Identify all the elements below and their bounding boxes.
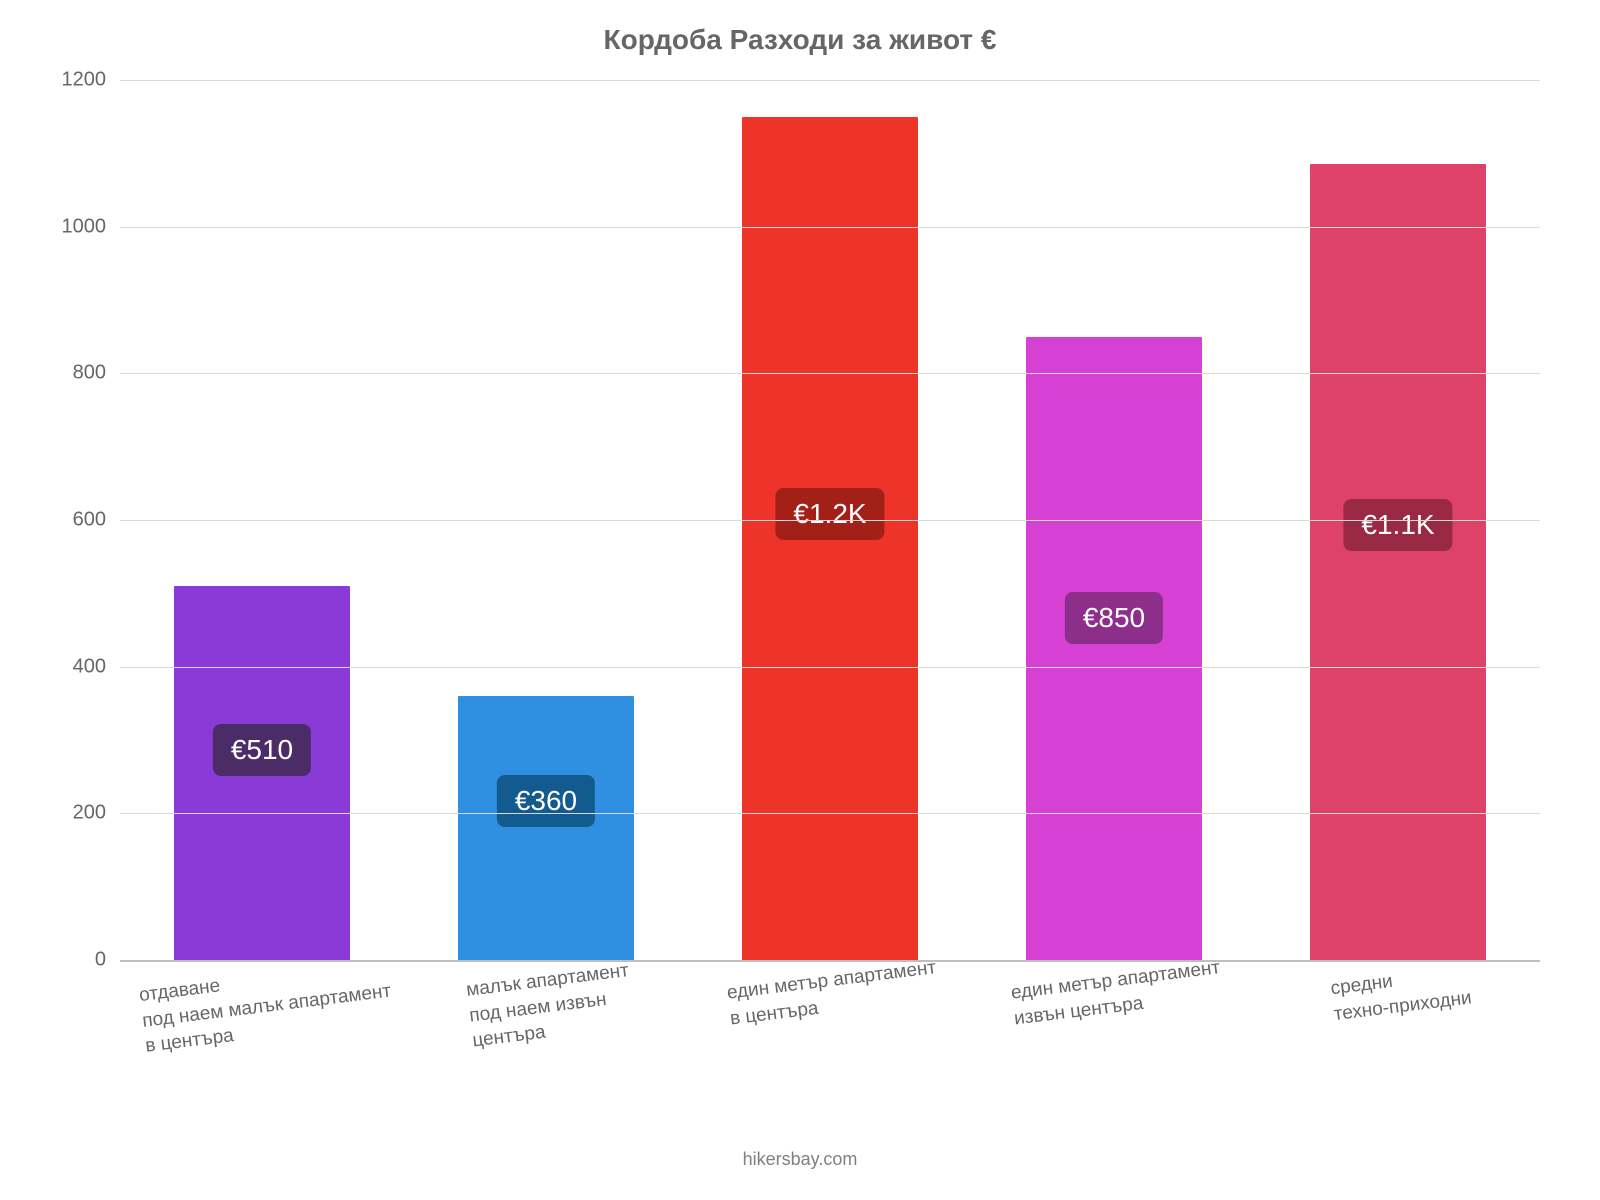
y-tick-label: 0 bbox=[20, 949, 120, 972]
gridline bbox=[120, 667, 1540, 668]
plot-area: €510€360€1.2K€850€1.1K 02004006008001000… bbox=[120, 80, 1540, 960]
y-tick-label: 1200 bbox=[20, 69, 120, 92]
bar-value-badge: €850 bbox=[1065, 592, 1163, 644]
bar: €510 bbox=[174, 586, 350, 960]
bar: €360 bbox=[458, 696, 634, 960]
gridline bbox=[120, 80, 1540, 81]
x-axis-label: един метър апартамент в центъра bbox=[726, 955, 941, 1032]
x-axis-label: средни техно-приходни bbox=[1329, 960, 1473, 1028]
gridline bbox=[120, 227, 1540, 228]
bar-value-badge: €360 bbox=[497, 775, 595, 827]
y-tick-label: 200 bbox=[20, 802, 120, 825]
y-tick-label: 800 bbox=[20, 362, 120, 385]
bar: €1.2K bbox=[742, 117, 918, 960]
bar: €850 bbox=[1026, 337, 1202, 960]
bar: €1.1K bbox=[1310, 164, 1486, 960]
bar-value-badge: €510 bbox=[213, 724, 311, 776]
x-axis-label: малък апартамент под наем извън центъра bbox=[465, 958, 637, 1054]
y-tick-label: 1000 bbox=[20, 215, 120, 238]
y-tick-label: 600 bbox=[20, 509, 120, 532]
y-tick-label: 400 bbox=[20, 655, 120, 678]
gridline bbox=[120, 373, 1540, 374]
attribution: hikersbay.com bbox=[0, 1149, 1600, 1170]
chart-title: Кордоба Разходи за живот € bbox=[0, 24, 1600, 56]
x-axis-label: един метър апартамент извън центъра bbox=[1010, 955, 1225, 1032]
x-axis-label: отдаване под наем малък апартамент в цен… bbox=[138, 953, 396, 1060]
gridline bbox=[120, 520, 1540, 521]
gridline bbox=[120, 813, 1540, 814]
cost-of-living-chart: Кордоба Разходи за живот € €510 €360 €1.2K… bbox=[0, 0, 1600, 1200]
bar-value-badge: €1.2K bbox=[775, 488, 884, 540]
bar-value-badge: €1.1K bbox=[1343, 499, 1452, 551]
